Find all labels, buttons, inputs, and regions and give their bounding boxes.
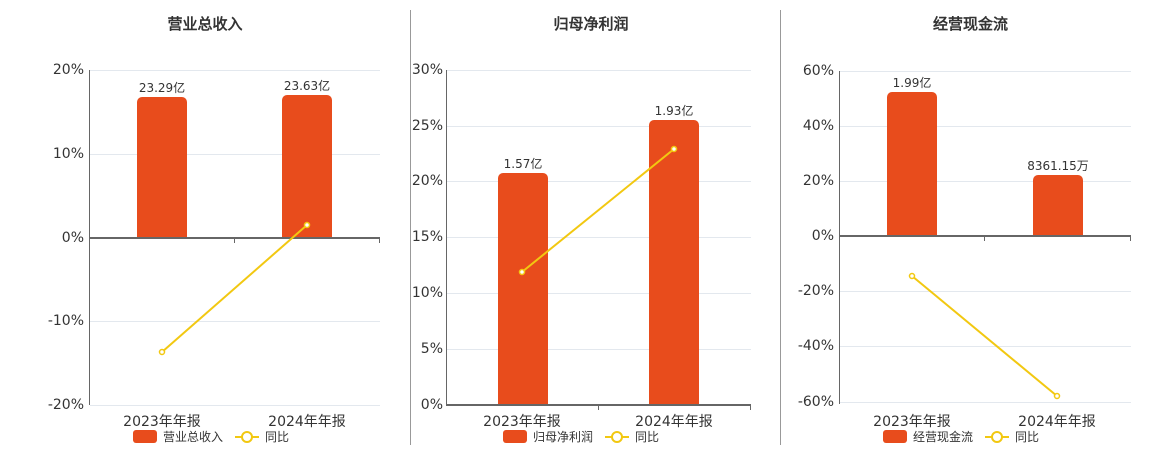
- legend-bar-swatch[interactable]: [503, 430, 527, 443]
- x-tick-mark: [1130, 236, 1131, 241]
- legend-line-label[interactable]: 同比: [265, 430, 290, 444]
- legend-bar-swatch[interactable]: [883, 430, 907, 443]
- gridline: [90, 321, 380, 322]
- x-label: 2023年年报: [123, 414, 201, 430]
- gridline: [447, 181, 751, 182]
- legend: 经营现金流 同比: [883, 428, 1039, 445]
- legend: 营业总收入 同比: [133, 428, 289, 445]
- legend-bar-label[interactable]: 经营现金流: [913, 430, 974, 444]
- legend: 归母净利润 同比: [503, 428, 659, 445]
- chart-net-profit: 归母净利润 30% 25% 20% 15% 10% 5% 0% 1.57亿 1.…: [411, 0, 771, 450]
- x-label: 2023年年报: [873, 414, 951, 430]
- x-axis: [839, 235, 1131, 237]
- legend-line-swatch[interactable]: [235, 430, 260, 443]
- gridline: [839, 181, 1131, 182]
- line-point[interactable]: [158, 348, 166, 356]
- gridline: [839, 291, 1131, 292]
- x-tick-mark: [379, 238, 380, 243]
- y-tick: -20%: [47, 397, 84, 413]
- y-tick: 60%: [802, 63, 834, 79]
- bar-2023[interactable]: [498, 173, 548, 404]
- y-tick: 30%: [411, 62, 443, 78]
- y-tick: -40%: [797, 338, 834, 354]
- yoy-line: [158, 221, 311, 356]
- y-tick: -20%: [797, 283, 834, 299]
- gridline: [447, 349, 751, 350]
- y-tick: 40%: [802, 118, 834, 134]
- chart-revenue: 营业总收入 20% 10% 0% -10% -20% 23.29亿 23.63亿…: [0, 0, 400, 450]
- y-axis: [446, 70, 447, 405]
- legend-bar-label[interactable]: 归母净利润: [533, 430, 594, 444]
- y-tick: 0%: [420, 397, 443, 413]
- gridline: [90, 154, 380, 155]
- bar-2024[interactable]: [649, 120, 699, 404]
- y-tick: 25%: [411, 118, 443, 134]
- bar-2024[interactable]: [1033, 175, 1083, 236]
- x-tick-mark: [984, 236, 985, 241]
- divider: [780, 10, 781, 445]
- x-label: 2024年年报: [1018, 414, 1096, 430]
- legend-bar-label[interactable]: 营业总收入: [163, 430, 224, 444]
- line-point[interactable]: [1053, 392, 1061, 400]
- line-point[interactable]: [518, 268, 526, 276]
- x-label: 2024年年报: [635, 414, 713, 430]
- line-point[interactable]: [303, 221, 311, 229]
- yoy-line: [908, 272, 1061, 400]
- y-tick: 5%: [420, 341, 443, 357]
- gridline: [90, 70, 380, 71]
- y-axis: [839, 71, 840, 404]
- y-tick: 0%: [811, 228, 834, 244]
- gridline: [839, 346, 1131, 347]
- line-point[interactable]: [908, 272, 916, 280]
- yoy-line: [518, 145, 678, 276]
- gridline: [90, 405, 380, 406]
- y-tick: 10%: [52, 146, 84, 162]
- bar-value-label: 8361.15万: [1027, 159, 1089, 173]
- chart-title: 营业总收入: [167, 15, 243, 33]
- divider: [410, 10, 411, 445]
- bar-2024[interactable]: [282, 95, 332, 238]
- y-tick: -10%: [47, 313, 84, 329]
- bar-value-label: 23.63亿: [283, 79, 331, 93]
- y-tick: 20%: [411, 173, 443, 189]
- x-tick-mark: [750, 405, 751, 410]
- chart-title: 经营现金流: [932, 15, 1008, 33]
- gridline: [447, 70, 751, 71]
- legend-line-swatch[interactable]: [985, 430, 1010, 443]
- gridline: [839, 71, 1131, 72]
- legend-line-swatch[interactable]: [605, 430, 630, 443]
- legend-line-label[interactable]: 同比: [1015, 430, 1040, 444]
- y-tick: 20%: [52, 62, 84, 78]
- legend-line-label[interactable]: 同比: [635, 430, 660, 444]
- y-tick: -60%: [797, 394, 834, 410]
- gridline: [839, 126, 1131, 127]
- y-tick: 10%: [411, 285, 443, 301]
- x-tick-mark: [234, 238, 235, 243]
- y-tick: 0%: [61, 230, 84, 246]
- gridline: [447, 126, 751, 127]
- line-point[interactable]: [670, 145, 678, 153]
- chart-operating-cashflow: 经营现金流 60% 40% 20% 0% -20% -40% -60% 1.99…: [781, 0, 1160, 450]
- bar-2023[interactable]: [137, 97, 187, 238]
- y-tick: 20%: [802, 173, 834, 189]
- bar-value-label: 23.29亿: [138, 81, 186, 95]
- gridline: [839, 402, 1131, 403]
- y-tick: 15%: [411, 229, 443, 245]
- gridline: [447, 293, 751, 294]
- legend-bar-swatch[interactable]: [133, 430, 157, 443]
- x-label: 2023年年报: [483, 414, 561, 430]
- bar-value-label: 1.93亿: [654, 104, 694, 118]
- bar-value-label: 1.57亿: [503, 157, 543, 171]
- bar-value-label: 1.99亿: [892, 76, 932, 90]
- x-tick-mark: [598, 405, 599, 410]
- bar-2023[interactable]: [887, 92, 937, 236]
- x-label: 2024年年报: [268, 414, 346, 430]
- chart-title: 归母净利润: [553, 15, 629, 33]
- gridline: [447, 237, 751, 238]
